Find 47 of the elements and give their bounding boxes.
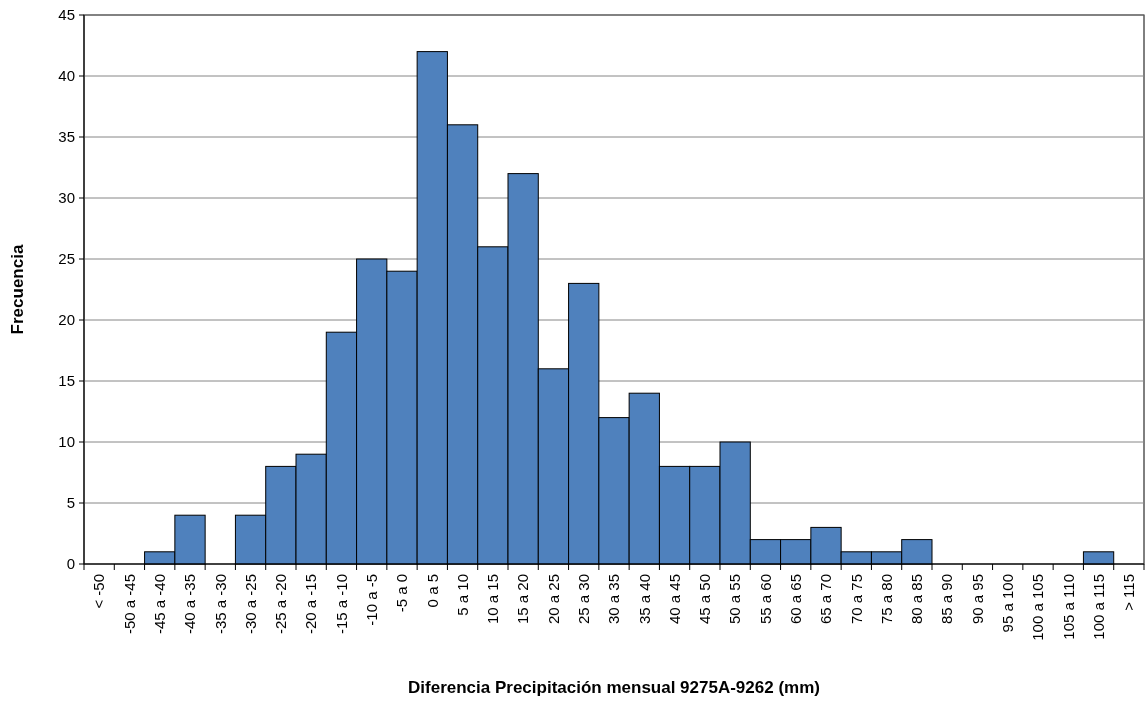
y-tick-label: 45 (58, 6, 75, 24)
x-tick-label: -50 a -45 (120, 574, 138, 635)
x-tick-label: 20 a 25 (544, 574, 562, 625)
x-tick-label: 25 a 30 (574, 574, 592, 625)
y-tick-label: 5 (66, 494, 75, 512)
x-tick-label: 65 a 70 (817, 574, 835, 625)
y-tick-label: 30 (58, 189, 75, 207)
x-tick-label: 45 a 50 (696, 574, 714, 625)
x-tick-label: -10 a -5 (362, 574, 380, 626)
x-tick-label: 10 a 15 (484, 574, 502, 625)
x-tick-label: 100 a 115 (1089, 574, 1107, 640)
x-tick-label: 35 a 40 (635, 574, 653, 625)
x-tick-label: -35 a -30 (211, 574, 229, 635)
x-tick-label: -5 a 0 (393, 574, 411, 613)
x-tick-label: 70 a 75 (847, 574, 865, 625)
x-tick-label: -40 a -35 (181, 574, 199, 635)
x-tick-label: 105 a 110 (1059, 574, 1077, 640)
x-tick-label: 100 a 105 (1029, 574, 1047, 641)
x-tick-label: 15 a 20 (514, 574, 532, 625)
x-tick-label: 30 a 35 (605, 574, 623, 625)
x-tick-label: < -50 (90, 574, 108, 609)
x-tick-label: 95 a 100 (998, 574, 1016, 633)
x-tick-label: 60 a 65 (786, 574, 804, 625)
x-axis-title: Diferencia Precipitación mensual 9275A-9262 (mm) (408, 678, 820, 697)
y-axis-title: Frecuencia (8, 244, 27, 335)
x-tick-label: 80 a 85 (908, 574, 926, 625)
x-tick-label: -20 a -15 (302, 574, 320, 635)
y-tick-label: 10 (58, 433, 75, 451)
x-tick-label: 75 a 80 (877, 574, 895, 625)
y-tick-label: 15 (58, 372, 75, 390)
x-tick-label: 90 a 95 (968, 574, 986, 625)
y-tick-label: 0 (66, 555, 75, 573)
x-tick-label: -30 a -25 (241, 574, 259, 635)
x-tick-label: -15 a -10 (332, 574, 350, 635)
y-tick-label: 40 (58, 67, 75, 85)
x-tick-label: 50 a 55 (726, 574, 744, 625)
x-tick-label: > 115 (1120, 574, 1138, 611)
x-tick-label: 40 a 45 (665, 574, 683, 625)
x-tick-label: -25 a -20 (272, 574, 290, 635)
y-tick-label: 35 (58, 128, 75, 146)
x-tick-label: 5 a 10 (453, 574, 471, 616)
x-tick-label: 85 a 90 (938, 574, 956, 625)
x-tick-label: -45 a -40 (150, 574, 168, 635)
x-tick-label: 0 a 5 (423, 574, 441, 608)
y-tick-label: 20 (58, 311, 75, 329)
y-tick-label: 25 (58, 250, 75, 268)
x-tick-label: 55 a 60 (756, 574, 774, 625)
